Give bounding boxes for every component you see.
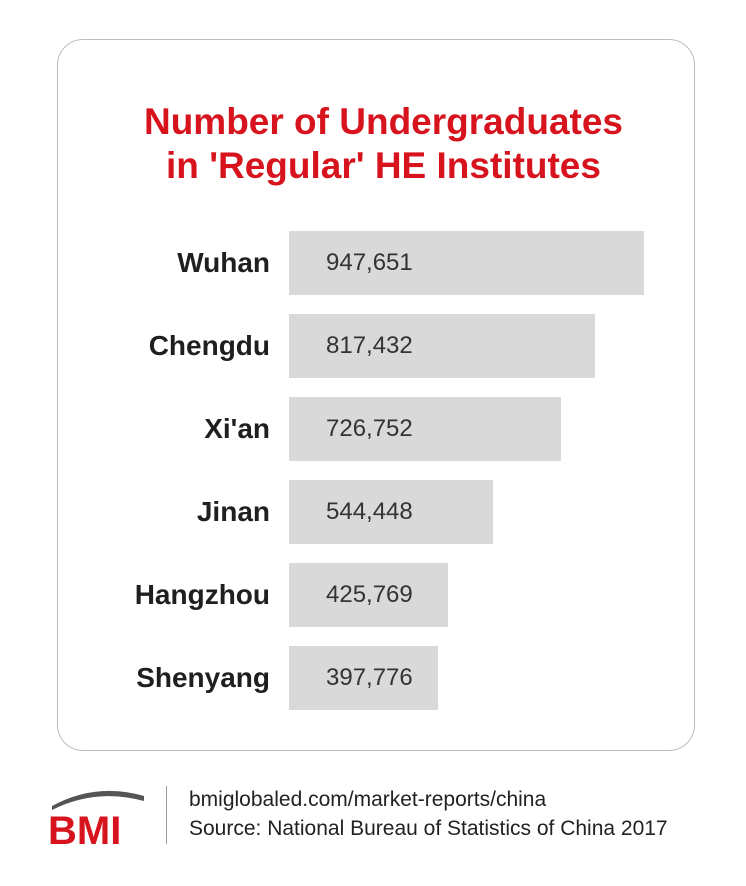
value-label-1: 817,432 — [326, 332, 413, 359]
bar-0 — [289, 231, 644, 295]
footer-source: Source: National Bureau of Statistics of… — [189, 817, 668, 840]
category-label-4: Hangzhou — [134, 579, 270, 610]
bar-1 — [289, 314, 596, 378]
category-label-5: Shenyang — [136, 662, 270, 693]
logo-arc — [52, 790, 144, 810]
bar-4 — [289, 563, 449, 627]
value-label-2: 726,752 — [326, 415, 413, 442]
value-label-0: 947,651 — [326, 249, 413, 276]
category-label-2: Xi'an — [204, 413, 270, 444]
bmi-logo: BMI — [48, 790, 144, 846]
value-label-4: 425,769 — [326, 581, 413, 608]
category-label-0: Wuhan — [177, 247, 270, 278]
footer-divider — [166, 786, 167, 844]
value-label-3: 544,448 — [326, 498, 413, 525]
chart-card — [57, 39, 695, 751]
category-label-1: Chengdu — [148, 330, 270, 361]
chart-title: Number of Undergraduates in 'Regular' HE… — [57, 100, 710, 188]
category-label-3: Jinan — [196, 496, 270, 527]
bar-5 — [289, 646, 438, 710]
chart-title-line-2: in 'Regular' HE Institutes — [166, 145, 601, 186]
value-label-5: 397,776 — [326, 664, 413, 691]
bar-2 — [289, 397, 562, 461]
footer-url: bmiglobaled.com/market-reports/china — [189, 788, 547, 811]
logo-text: BMI — [48, 809, 121, 846]
chart-title-line-1: Number of Undergraduates — [143, 101, 623, 142]
bar-3 — [289, 480, 493, 544]
